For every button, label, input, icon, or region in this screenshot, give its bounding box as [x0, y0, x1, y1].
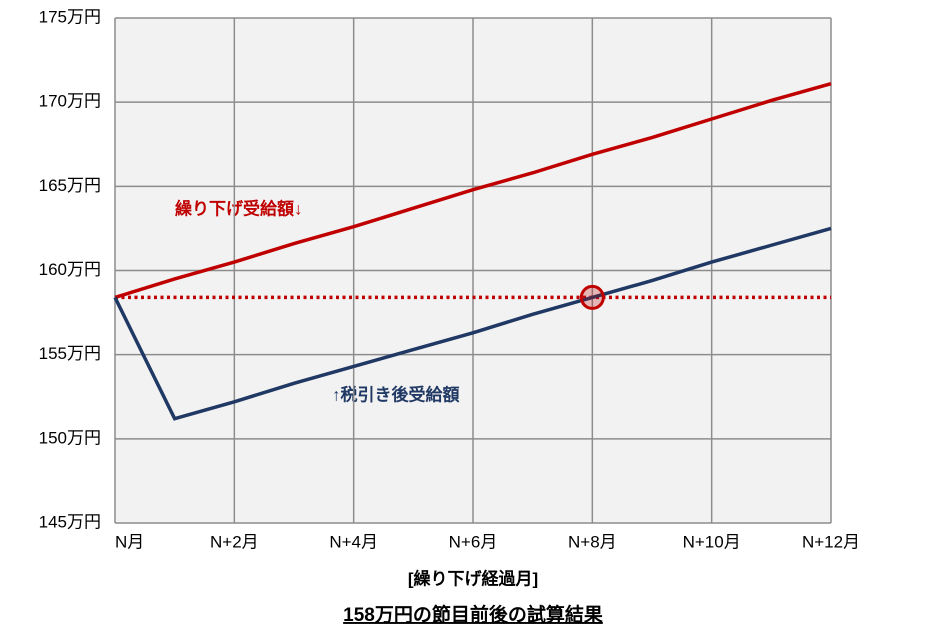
y-tick-label: 150万円: [39, 428, 101, 447]
y-tick-label: 155万円: [39, 344, 101, 363]
x-tick-label: N+2月: [210, 532, 259, 551]
x-tick-label: N+6月: [449, 532, 498, 551]
chart-title: 158万円の節目前後の試算結果: [343, 603, 603, 626]
series-label: 繰り下げ受給額↓: [175, 198, 303, 218]
x-tick-label: N+8月: [568, 532, 617, 551]
y-tick-label: 145万円: [39, 512, 101, 531]
y-tick-label: 175万円: [39, 7, 101, 26]
y-tick-label: 170万円: [39, 92, 101, 111]
x-tick-label: N+12月: [802, 532, 860, 551]
x-axis-label: [繰り下げ経過月]: [408, 568, 538, 588]
x-tick-label: N月: [115, 532, 144, 551]
series-label: ↑税引き後受給額: [332, 384, 460, 404]
x-tick-label: N+10月: [683, 532, 741, 551]
series-line: [114, 81, 832, 300]
series-line: [113, 226, 832, 421]
x-tick-label: N+4月: [329, 532, 378, 551]
y-tick-label: 165万円: [39, 176, 101, 195]
y-tick-label: 160万円: [39, 260, 101, 279]
highlight-marker: [579, 284, 605, 310]
